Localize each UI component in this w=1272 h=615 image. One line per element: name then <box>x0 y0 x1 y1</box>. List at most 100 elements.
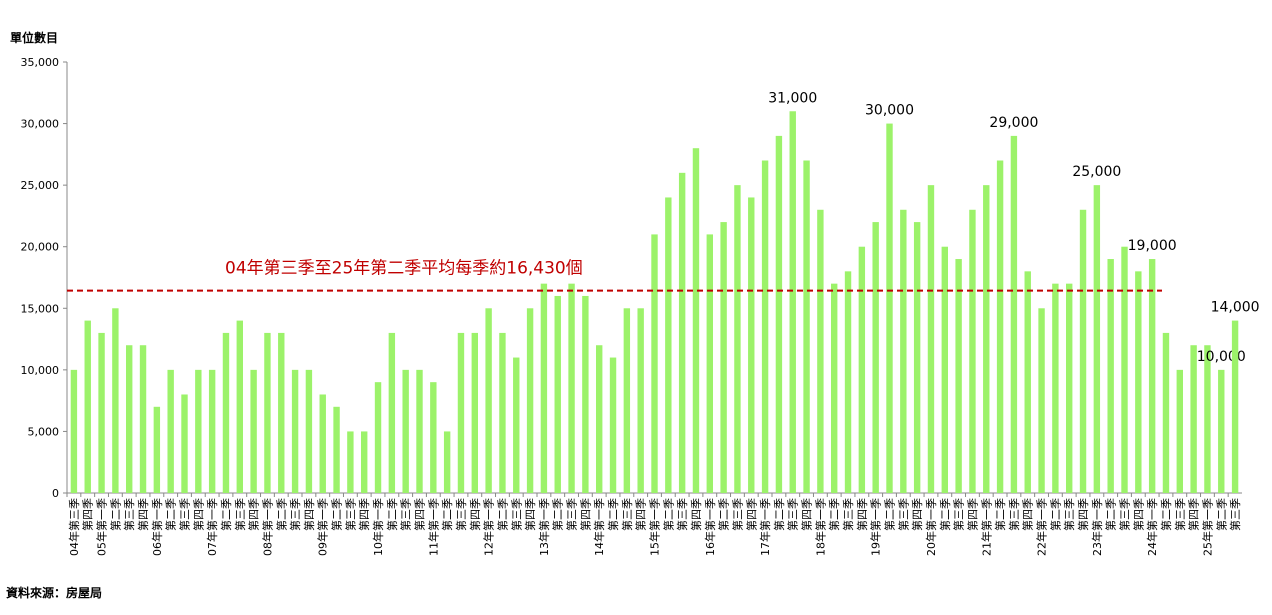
bar <box>1079 209 1087 493</box>
x-tick-label: 第三季 <box>675 498 689 531</box>
x-tick-label: 第四季 <box>191 498 205 531</box>
bar <box>1093 185 1101 493</box>
bar <box>388 332 396 493</box>
x-tick-label: 04年第三季 <box>67 498 81 556</box>
x-tick-label: 第四季 <box>247 498 261 531</box>
x-tick-label: 10年第一季 <box>371 498 385 556</box>
bar <box>1176 369 1183 493</box>
bar <box>1066 283 1073 493</box>
x-tick-label: 第二季 <box>274 498 288 531</box>
bar <box>858 246 866 493</box>
x-tick-label: 22年第一季 <box>1035 498 1049 556</box>
x-tick-label: 第二季 <box>606 498 620 531</box>
x-tick-label: 第三季 <box>122 498 136 531</box>
x-tick-label: 第二季 <box>661 498 675 531</box>
x-tick-label: 第三季 <box>509 498 523 531</box>
y-tick-label: 15,000 <box>21 302 60 315</box>
bar <box>582 295 589 493</box>
bar <box>361 431 368 493</box>
x-tick-label: 第四季 <box>136 498 150 531</box>
x-tick-label: 第二季 <box>219 498 233 531</box>
bar <box>402 369 409 493</box>
bar <box>333 406 340 493</box>
x-tick-label: 第三季 <box>454 498 468 531</box>
x-tick-label: 第四季 <box>855 498 869 531</box>
bar <box>278 332 285 493</box>
bar <box>167 369 174 493</box>
x-tick-label: 25年第一季 <box>1200 498 1214 556</box>
bar <box>734 185 741 493</box>
data-label: 14,000 <box>1211 300 1260 316</box>
y-tick-label: 20,000 <box>21 241 60 254</box>
x-tick-label: 第二季 <box>330 498 344 531</box>
bar <box>181 394 188 493</box>
x-tick-label: 第二季 <box>1214 498 1228 531</box>
bar <box>955 259 962 493</box>
x-tick-label: 第四季 <box>1131 498 1145 531</box>
bar <box>886 123 893 494</box>
x-tick-label: 第三季 <box>786 498 800 531</box>
data-label: 19,000 <box>1128 238 1177 254</box>
bar <box>1190 345 1197 493</box>
x-tick-label: 第二季 <box>551 498 565 531</box>
bar <box>900 209 907 493</box>
bar <box>678 172 686 494</box>
bar <box>1121 246 1128 493</box>
x-tick-label: 第三季 <box>178 498 192 531</box>
bar <box>195 369 202 493</box>
bar <box>540 283 548 493</box>
x-tick-label: 第二季 <box>108 498 122 531</box>
bar <box>416 369 423 493</box>
bar <box>84 320 91 493</box>
bar <box>941 246 948 493</box>
x-tick-label: 11年第一季 <box>426 498 440 556</box>
bar <box>692 148 700 493</box>
y-axis-label: 單位數目 <box>10 30 58 45</box>
data-label: 29,000 <box>989 115 1038 131</box>
bar <box>775 135 783 493</box>
y-tick-label: 10,000 <box>21 364 60 377</box>
bar <box>430 382 437 493</box>
bar <box>1218 369 1225 493</box>
x-tick-label: 第四季 <box>413 498 427 531</box>
x-tick-label: 第三季 <box>343 498 357 531</box>
x-tick-label: 第二季 <box>883 498 897 531</box>
bar <box>236 320 243 493</box>
bar <box>1148 259 1156 493</box>
bar <box>831 283 838 493</box>
bar <box>651 234 658 493</box>
bar <box>526 308 534 493</box>
bar <box>568 283 575 493</box>
bar <box>499 332 506 493</box>
x-tick-label: 第二季 <box>495 498 509 531</box>
x-tick-label: 第三季 <box>620 498 634 531</box>
x-tick-label: 08年第一季 <box>260 498 274 556</box>
bar <box>374 382 382 493</box>
bar <box>347 431 354 493</box>
bar <box>609 357 617 493</box>
bar <box>720 222 727 494</box>
bar <box>761 160 769 493</box>
bar <box>789 111 796 493</box>
x-tick-label: 第二季 <box>1104 498 1118 531</box>
x-tick-label: 第三季 <box>399 498 413 531</box>
bar <box>485 308 492 493</box>
x-tick-label: 21年第一季 <box>979 498 993 556</box>
x-tick-label: 第三季 <box>233 498 247 531</box>
data-label: 31,000 <box>768 90 817 106</box>
y-tick-label: 25,000 <box>21 179 60 192</box>
x-tick-label: 第四季 <box>910 498 924 531</box>
x-tick-label: 14年第一季 <box>592 498 606 556</box>
bar <box>844 271 852 493</box>
bar <box>319 394 326 493</box>
bar <box>443 431 451 493</box>
source-note: 資料來源：房屋局 <box>6 585 102 600</box>
x-tick-label: 第三季 <box>1118 498 1132 531</box>
x-tick-label: 第二季 <box>827 498 841 531</box>
bar <box>264 332 271 493</box>
bar <box>1162 332 1170 493</box>
bar <box>222 332 230 493</box>
bar <box>665 197 672 493</box>
y-tick-label: 30,000 <box>21 118 60 131</box>
x-tick-label: 第二季 <box>440 498 454 531</box>
